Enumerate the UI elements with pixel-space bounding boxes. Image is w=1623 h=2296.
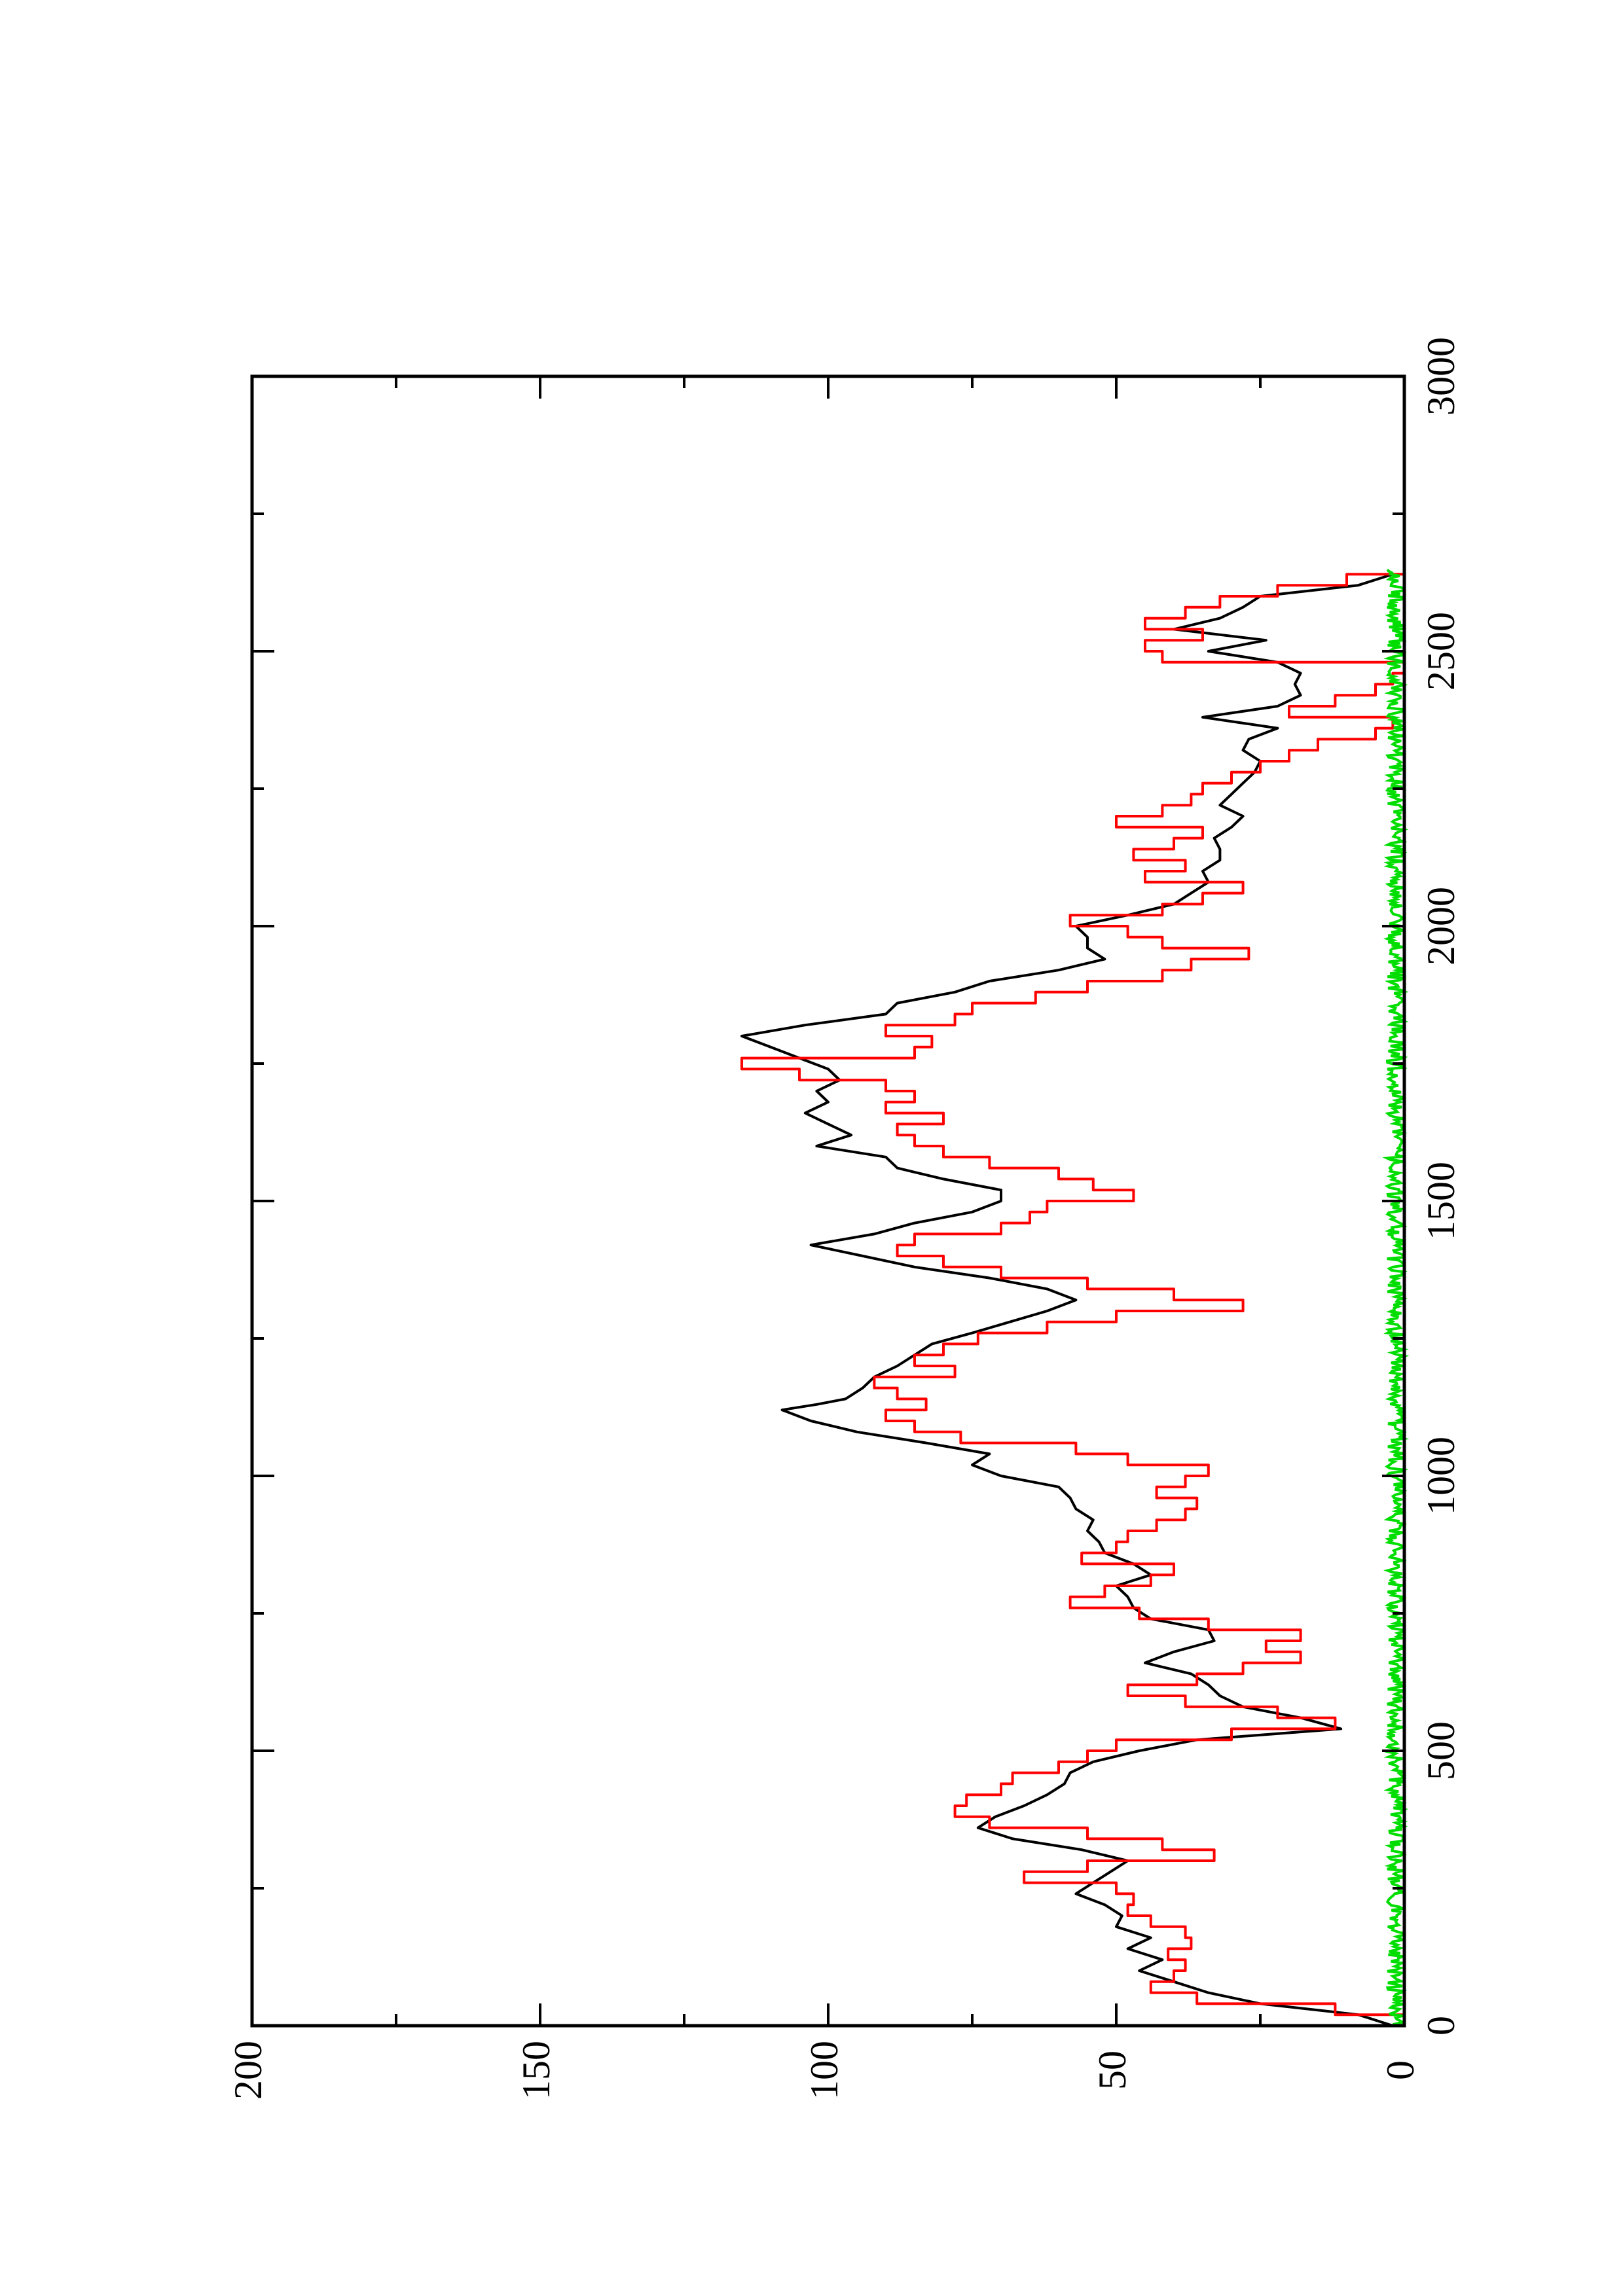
y-tick-label-2: 100 bbox=[803, 2041, 846, 2100]
series-layer bbox=[740, 569, 1410, 2027]
y-tick-labels: 0 50 100 150 200 bbox=[227, 2041, 1422, 2100]
x-tick-label-4: 2000 bbox=[1419, 887, 1463, 965]
series-0-line bbox=[740, 573, 1394, 2027]
series-2-line bbox=[1382, 569, 1410, 2027]
y-tick-label-1: 50 bbox=[1091, 2051, 1134, 2090]
x-tick-labels: 0 500 1000 1500 2000 2500 3000 bbox=[1419, 337, 1463, 2036]
x-tick-label-5: 2500 bbox=[1419, 612, 1463, 691]
tick-layer bbox=[251, 375, 1406, 2027]
x-tick-label-2: 1000 bbox=[1419, 1437, 1463, 1515]
y-tick-label-0: 0 bbox=[1379, 2060, 1422, 2080]
x-tick-label-3: 1500 bbox=[1419, 1162, 1463, 1240]
y-tick-label-3: 150 bbox=[515, 2041, 558, 2100]
y-tick-label-4: 200 bbox=[227, 2041, 270, 2100]
x-tick-label-1: 500 bbox=[1419, 1721, 1463, 1780]
x-tick-label-0: 0 bbox=[1419, 2016, 1463, 2036]
x-tick-label-6: 3000 bbox=[1419, 337, 1463, 416]
series-1-line bbox=[740, 573, 1406, 2026]
